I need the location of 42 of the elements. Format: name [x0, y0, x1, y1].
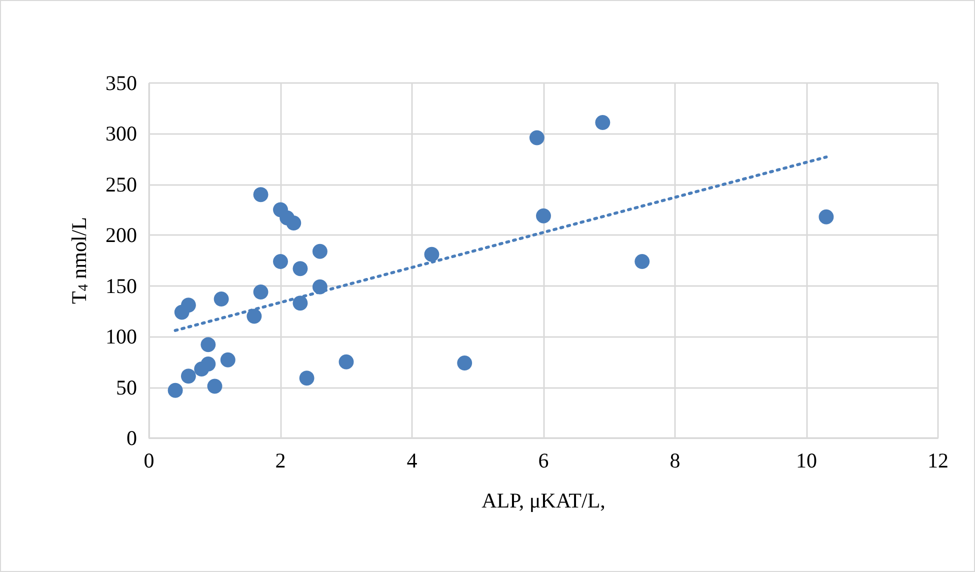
x-tick-label: 6 [538, 448, 549, 472]
point [253, 284, 268, 300]
point [207, 378, 222, 394]
y-axis-title: T4 nmol/L [67, 217, 92, 304]
x-tick-label: 2 [275, 448, 286, 472]
y-tick-label: 300 [106, 122, 137, 146]
point [286, 215, 302, 230]
y-tick-label: 50 [116, 375, 137, 400]
y-tick-label: 250 [106, 172, 137, 196]
x-tick-label: 12 [928, 448, 948, 472]
point [634, 254, 650, 270]
point [292, 296, 308, 311]
point [246, 308, 262, 324]
point [529, 130, 544, 146]
point [214, 292, 229, 307]
y-tick-label: 0 [126, 426, 137, 450]
y-tick-label: 150 [106, 274, 137, 298]
point [536, 208, 551, 224]
point [818, 209, 834, 224]
point [200, 337, 216, 352]
point [220, 352, 236, 368]
point [168, 382, 183, 398]
y-tick-label: 100 [106, 324, 137, 349]
point [299, 370, 314, 386]
x-tick-label: 8 [670, 448, 680, 472]
point [312, 244, 328, 259]
x-axis-title: ALP, μKAT/L, [482, 488, 606, 512]
y-tick-label: 350 [106, 71, 137, 95]
point [292, 261, 308, 276]
point [180, 368, 196, 384]
y-tick-label: 200 [106, 223, 137, 248]
point [424, 246, 440, 262]
point [253, 187, 268, 202]
x-tick-label: 10 [796, 448, 817, 472]
point [338, 354, 354, 370]
point [180, 298, 196, 313]
point [273, 254, 288, 270]
point [595, 115, 610, 130]
x-tick-label: 0 [144, 448, 154, 472]
point [457, 355, 472, 370]
point [200, 356, 216, 372]
x-tick-label: 4 [406, 448, 418, 472]
